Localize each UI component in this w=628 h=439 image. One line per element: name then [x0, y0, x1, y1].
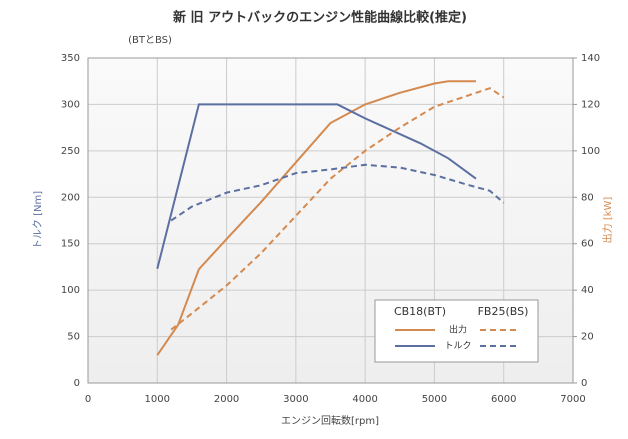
y-tick-label: 250: [61, 146, 80, 157]
series-line: [156, 103, 477, 270]
y2-tick-label: 140: [581, 53, 600, 64]
x-tick-label: 0: [85, 394, 91, 405]
y2-tick-label: 120: [581, 99, 600, 110]
legend-column: FB25(BS): [478, 305, 529, 318]
y2-tick-label: 60: [581, 239, 594, 250]
x-tick-label: 6000: [491, 394, 516, 405]
x-axis-title: エンジン回転数[rpm]: [281, 414, 379, 427]
series-line: [170, 163, 505, 222]
y2-tick-label: 0: [581, 378, 587, 389]
x-tick-label: 5000: [422, 394, 447, 405]
y2-axis-title: 出力 [kW]: [601, 197, 614, 244]
y-tick-label: 50: [67, 332, 80, 343]
y-axis-title: トルク [Nm]: [32, 191, 44, 249]
y2-tick-label: 100: [581, 146, 600, 157]
x-tick-label: 7000: [560, 394, 585, 405]
y-tick-label: 200: [61, 192, 80, 203]
x-tick-label: 2000: [214, 394, 239, 405]
series-line: [156, 80, 476, 356]
legend-row: 出力: [449, 324, 467, 336]
series-line: [170, 87, 505, 331]
y2-tick-label: 20: [581, 332, 594, 343]
plot-border: [87, 57, 574, 384]
y-tick-label: 0: [74, 378, 80, 389]
x-tick-label: 3000: [283, 394, 308, 405]
legend-row: トルク: [444, 341, 471, 352]
y-tick-label: 100: [61, 285, 80, 296]
x-tick-label: 4000: [352, 394, 377, 405]
subtitle: (BTとBS): [128, 34, 172, 46]
legend-column: CB18(BT): [394, 305, 446, 318]
y-tick-label: 350: [61, 53, 80, 64]
y2-tick-label: 40: [581, 285, 594, 296]
chart-title: 新 旧 アウトバックのエンジン性能曲線比較(推定): [173, 10, 467, 26]
y-tick-label: 150: [61, 239, 80, 250]
x-tick-label: 1000: [145, 394, 170, 405]
y2-tick-label: 80: [581, 192, 594, 203]
y-tick-label: 300: [61, 99, 80, 110]
